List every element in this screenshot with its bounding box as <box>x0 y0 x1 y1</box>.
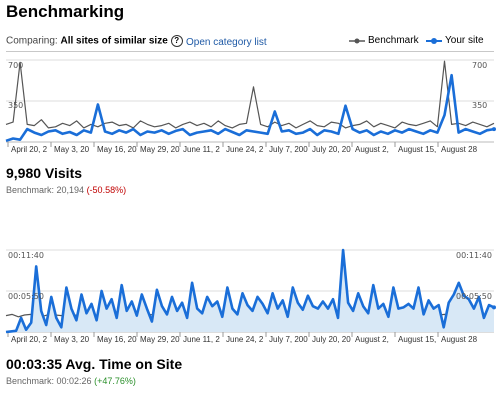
your-site-series-line <box>5 248 495 334</box>
x-tick-label: July 7, 200 <box>269 145 308 154</box>
x-tick-label: August 28 <box>441 145 478 154</box>
page-title: Benchmarking <box>6 2 125 21</box>
x-tick-label: June 11, 2 <box>183 335 220 344</box>
x-tick-label: August 2, <box>355 145 389 154</box>
visits-chart: April 20, 2 May 3, 20 May 16, 20 May 29, 20… <box>5 59 496 154</box>
legend-benchmark-label: Benchmark <box>368 35 419 46</box>
visits-ytick-left-mid: 350 <box>8 101 24 110</box>
x-tick-label: April 20, 2 <box>11 145 48 154</box>
x-tick-label: July 20, 20 <box>312 335 351 344</box>
time-ytick-right-top: 00:11:40 <box>456 251 492 260</box>
open-category-link[interactable]: Open category list <box>186 37 267 48</box>
comparing-value: All sites of similar size <box>60 35 168 47</box>
x-tick-label: July 7, 200 <box>269 335 308 344</box>
time-benchmark-label: Benchmark: 00:02:26 <box>6 376 92 386</box>
time-ytick-right-mid: 00:05:50 <box>456 292 492 301</box>
legend-your-site: Your site <box>426 35 484 46</box>
time-ytick-left-top: 00:11:40 <box>8 251 44 260</box>
x-tick-label: July 20, 20 <box>312 145 351 154</box>
x-tick-label: May 29, 20 <box>140 335 180 344</box>
time-benchmark: Benchmark: 00:02:26 (+47.76%) <box>6 376 136 386</box>
benchmark-series-line <box>5 60 495 129</box>
x-tick-label: June 24, 2 <box>226 145 264 154</box>
visits-benchmark-label: Benchmark: 20,194 <box>6 185 85 195</box>
time-chart: April 20, 2 May 3, 20 May 16, 20 May 29, 20… <box>5 248 496 344</box>
visits-delta: (-50.58%) <box>86 185 127 195</box>
your-site-point <box>492 127 496 132</box>
x-tick-label: August 28 <box>441 335 478 344</box>
x-tick-label: May 3, 20 <box>54 145 90 154</box>
visits-ytick-right-mid: 350 <box>472 101 488 110</box>
x-tick-label: May 16, 20 <box>97 145 137 154</box>
comparing-row: Comparing: All sites of similar size? <box>6 35 183 47</box>
benchmark-legend-marker <box>349 38 365 43</box>
comparing-label: Comparing: <box>6 35 58 47</box>
help-icon[interactable]: ? <box>170 35 183 47</box>
your-site-series-line <box>5 73 495 143</box>
visits-value: 9,980 Visits <box>6 165 83 181</box>
visits-ytick-left-top: 700 <box>8 61 24 70</box>
time-ytick-left-mid: 00:05:50 <box>8 292 44 301</box>
time-value: 00:03:35 Avg. Time on Site <box>6 356 183 372</box>
x-tick-label: May 16, 20 <box>97 335 137 344</box>
header-divider <box>6 51 494 52</box>
visits-benchmark: Benchmark: 20,194 (-50.58%) <box>6 185 126 195</box>
legend-your-site-label: Your site <box>445 35 484 46</box>
legend-benchmark: Benchmark <box>349 35 419 46</box>
visits-ytick-right-top: 700 <box>472 61 488 70</box>
x-tick-label: August 15, <box>398 145 436 154</box>
your-site-area-fill <box>6 250 494 332</box>
x-tick-label: June 11, 2 <box>183 145 220 154</box>
time-delta: (+47.76%) <box>94 376 136 386</box>
your-site-point <box>492 305 496 310</box>
your-site-legend-marker <box>426 37 442 44</box>
x-tick-label: August 2, <box>355 335 389 344</box>
x-tick-label: April 20, 2 <box>11 335 48 344</box>
x-tick-label: May 3, 20 <box>54 335 90 344</box>
x-tick-label: May 29, 20 <box>140 145 180 154</box>
x-tick-label: August 15, <box>398 335 436 344</box>
x-tick-label: June 24, 2 <box>226 335 264 344</box>
